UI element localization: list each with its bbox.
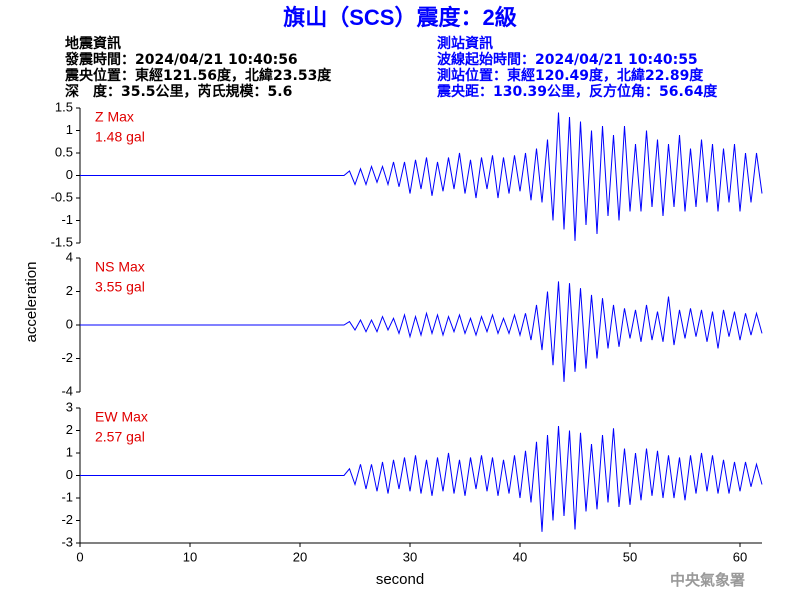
y-tick-label: -1 xyxy=(61,212,73,227)
y-tick-label: 1 xyxy=(66,122,73,137)
quake-info: 深 度：35.5公里，芮氏規模：5.6 xyxy=(65,83,292,100)
max-label: 1.48 gal xyxy=(95,129,145,145)
max-label: 2.57 gal xyxy=(95,429,145,445)
station-info: 震央距：130.39公里，反方位角：56.64度 xyxy=(436,83,718,100)
y-tick-label: 0.5 xyxy=(55,144,73,159)
y-tick-label: 0 xyxy=(66,167,73,182)
waveform xyxy=(80,112,763,241)
x-tick-label: 20 xyxy=(293,549,307,564)
x-tick-label: 40 xyxy=(513,549,527,564)
y-tick-label: 0 xyxy=(66,316,73,331)
component-label: EW Max xyxy=(95,409,148,425)
x-tick-label: 30 xyxy=(403,549,417,564)
component-label: Z Max xyxy=(95,109,134,125)
quake-info: 發震時間：2024/04/21 10:40:56 xyxy=(64,51,298,68)
x-tick-label: 50 xyxy=(623,549,637,564)
station-info: 測站資訊 xyxy=(437,35,493,52)
x-tick-label: 60 xyxy=(733,549,747,564)
station-info: 測站位置：東經120.49度，北緯22.89度 xyxy=(437,67,704,84)
y-tick-label: 2 xyxy=(66,422,73,437)
y-tick-label: 0 xyxy=(66,467,73,482)
x-tick-label: 10 xyxy=(183,549,197,564)
x-tick-label: 0 xyxy=(76,549,83,564)
y-tick-label: -2 xyxy=(61,350,73,365)
y-tick-label: -4 xyxy=(61,383,73,398)
y-tick-label: -2 xyxy=(61,512,73,527)
y-tick-label: 2 xyxy=(66,283,73,298)
station-info: 波線起始時間：2024/04/21 10:40:55 xyxy=(437,51,698,68)
y-axis-label: acceleration xyxy=(23,262,40,343)
component-label: NS Max xyxy=(95,259,145,275)
chart-title: 旗山（SCS）震度：2級 xyxy=(283,5,516,30)
y-tick-label: 3 xyxy=(66,399,73,414)
y-tick-label: -1.5 xyxy=(51,234,73,249)
quake-info: 震央位置：東經121.56度，北緯23.53度 xyxy=(64,67,332,84)
y-tick-label: -3 xyxy=(61,534,73,549)
y-tick-label: 1.5 xyxy=(55,99,73,114)
waveform xyxy=(80,281,763,382)
quake-info: 地震資訊 xyxy=(65,35,121,52)
x-axis-label: second xyxy=(376,571,424,588)
footer: 中央氣象署 xyxy=(670,571,745,589)
max-label: 3.55 gal xyxy=(95,279,145,295)
y-tick-label: -0.5 xyxy=(51,189,73,204)
y-tick-label: 4 xyxy=(66,249,73,264)
waveform xyxy=(80,425,763,532)
y-tick-label: 1 xyxy=(66,444,73,459)
y-tick-label: -1 xyxy=(61,489,73,504)
